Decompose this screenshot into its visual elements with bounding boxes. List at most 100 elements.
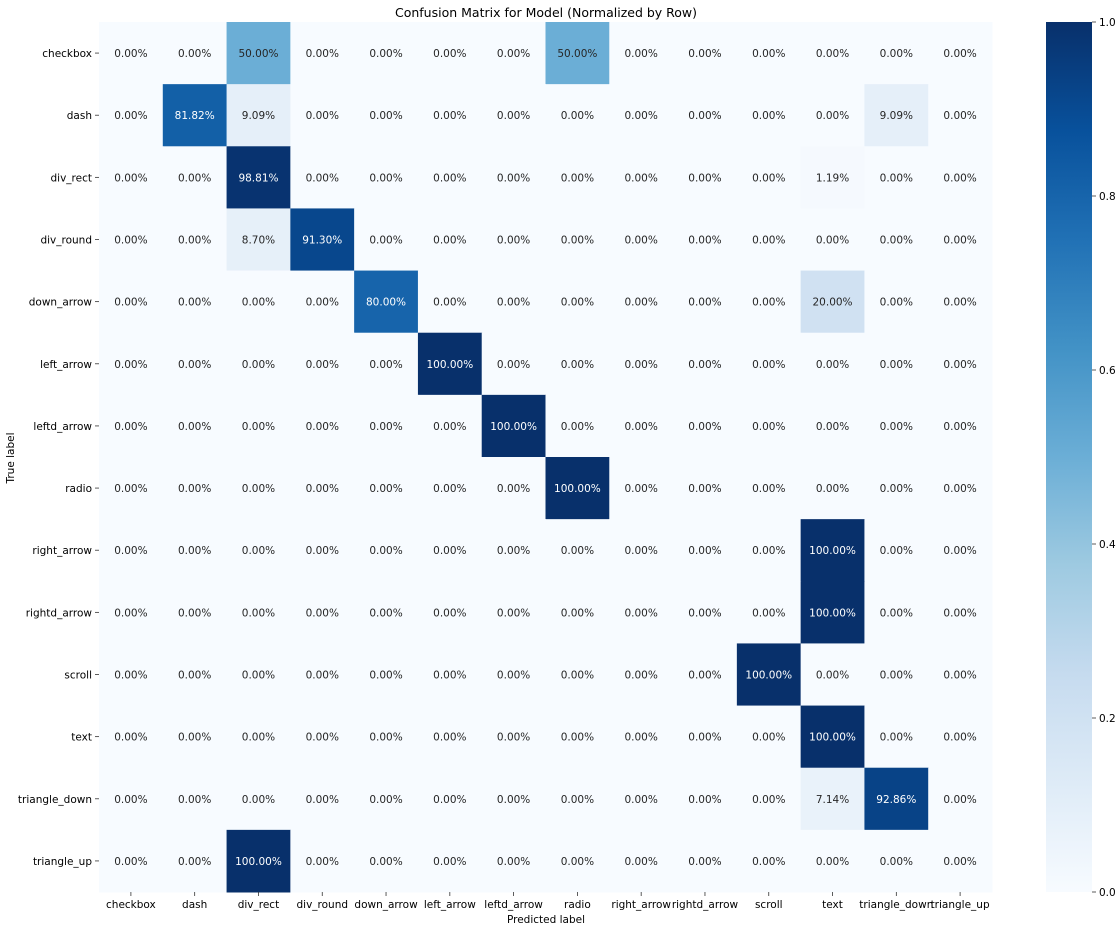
heatmap-cell [673,767,738,831]
cell-value-label: 0.00% [624,607,657,619]
heatmap-cell [673,22,738,85]
heatmap-cell [609,457,674,520]
cell-value-label: 0.00% [943,670,976,682]
heatmap-cell [290,146,355,209]
heatmap-cell [226,705,291,769]
x-tick-label: radio [564,899,591,911]
heatmap-cell [99,146,164,209]
cell-value-label: 100.00% [809,732,856,744]
heatmap-cell [226,22,291,85]
cell-value-label: 0.00% [433,545,466,557]
heatmap-cell [99,581,164,644]
colorbar: 0.0 0.2 0.4 0.6 0.8 1.0 [1046,17,1116,899]
heatmap-cell [545,394,610,458]
cell-value-label: 0.00% [688,732,721,744]
cell-value-label: 0.00% [497,359,530,371]
heatmap-cell [290,643,355,707]
heatmap-cell [226,270,291,334]
heatmap-cell [162,146,228,209]
heatmap-cell [673,270,738,334]
heatmap-cell [800,705,865,769]
heatmap-cells [99,22,993,893]
x-tick-label: down_arrow [354,899,418,911]
heatmap-cell [481,519,546,582]
heatmap-cell [673,705,738,769]
cell-value-label: 92.86% [876,794,916,806]
cell-value-label: 0.00% [369,235,402,247]
cell-value-label: 0.00% [816,421,849,433]
heatmap-cell [162,643,228,707]
heatmap-cell [736,829,802,893]
heatmap-cell [481,829,546,893]
cell-value-label: 0.00% [943,607,976,619]
cell-value-label: 0.00% [752,483,785,495]
cell-value-label: 0.00% [624,670,657,682]
heatmap-cell [162,22,228,85]
heatmap-cell [928,270,993,334]
cell-value-label: 0.00% [688,607,721,619]
heatmap-cell [736,332,802,396]
cell-value-label: 0.00% [369,421,402,433]
cell-value-label: 0.00% [114,483,147,495]
heatmap-cell [226,829,291,893]
heatmap-cell [417,457,483,520]
heatmap-cell [226,457,291,520]
cell-value-label: 0.00% [114,607,147,619]
cell-value-label: 0.00% [306,794,339,806]
cell-value-label: 0.00% [561,359,594,371]
cell-value-label: 0.00% [880,235,913,247]
cell-value-label: 0.00% [178,421,211,433]
cell-value-label: 0.00% [178,607,211,619]
heatmap-cell [290,519,355,582]
heatmap-cell [99,270,164,334]
cell-value-label: 0.00% [880,172,913,184]
heatmap-cell [354,705,419,769]
heatmap-cell [609,146,674,209]
heatmap-cell [290,22,355,85]
y-tick-label: triangle_up [33,856,92,868]
cell-value-label: 0.00% [816,359,849,371]
heatmap-cell [800,270,865,334]
heatmap-cell [800,581,865,644]
cell-value-label: 0.00% [688,297,721,309]
heatmap-cell [481,84,546,147]
heatmap-cell [928,84,993,147]
cell-value-label: 0.00% [497,297,530,309]
heatmap-cell [864,84,929,147]
cell-value-label: 0.00% [369,732,402,744]
cell-value-label: 0.00% [433,235,466,247]
cell-value-label: 0.00% [306,172,339,184]
cell-value-label: 0.00% [561,607,594,619]
cell-value-label: 0.00% [178,670,211,682]
cell-value-label: 81.82% [175,110,215,122]
heatmap-cell [800,146,865,209]
cell-value-label: 0.00% [114,794,147,806]
cell-value-label: 0.00% [688,359,721,371]
heatmap-cell [162,829,228,893]
heatmap-cell [736,767,802,831]
x-tick-label: text [822,899,843,911]
cell-value-label: 0.00% [943,732,976,744]
heatmap-cell [290,705,355,769]
heatmap-cell [226,332,291,396]
heatmap-cell [609,767,674,831]
heatmap-cell [354,581,419,644]
cell-value-label: 0.00% [433,732,466,744]
cell-value-label: 0.00% [433,794,466,806]
heatmap-cell [673,84,738,147]
heatmap-cell [354,519,419,582]
heatmap-cell [290,581,355,644]
heatmap-cell [673,643,738,707]
heatmap-cell [736,270,802,334]
heatmap-cell [417,829,483,893]
heatmap-cell [864,208,929,272]
cell-value-label: 0.00% [433,670,466,682]
cell-value-label: 0.00% [943,359,976,371]
heatmap-cell [162,457,228,520]
heatmap-cell [545,208,610,272]
cell-value-label: 0.00% [561,856,594,868]
cell-value-label: 0.00% [880,545,913,557]
cell-value-label: 0.00% [752,172,785,184]
cell-value-label: 0.00% [688,48,721,60]
heatmap-cell [99,84,164,147]
